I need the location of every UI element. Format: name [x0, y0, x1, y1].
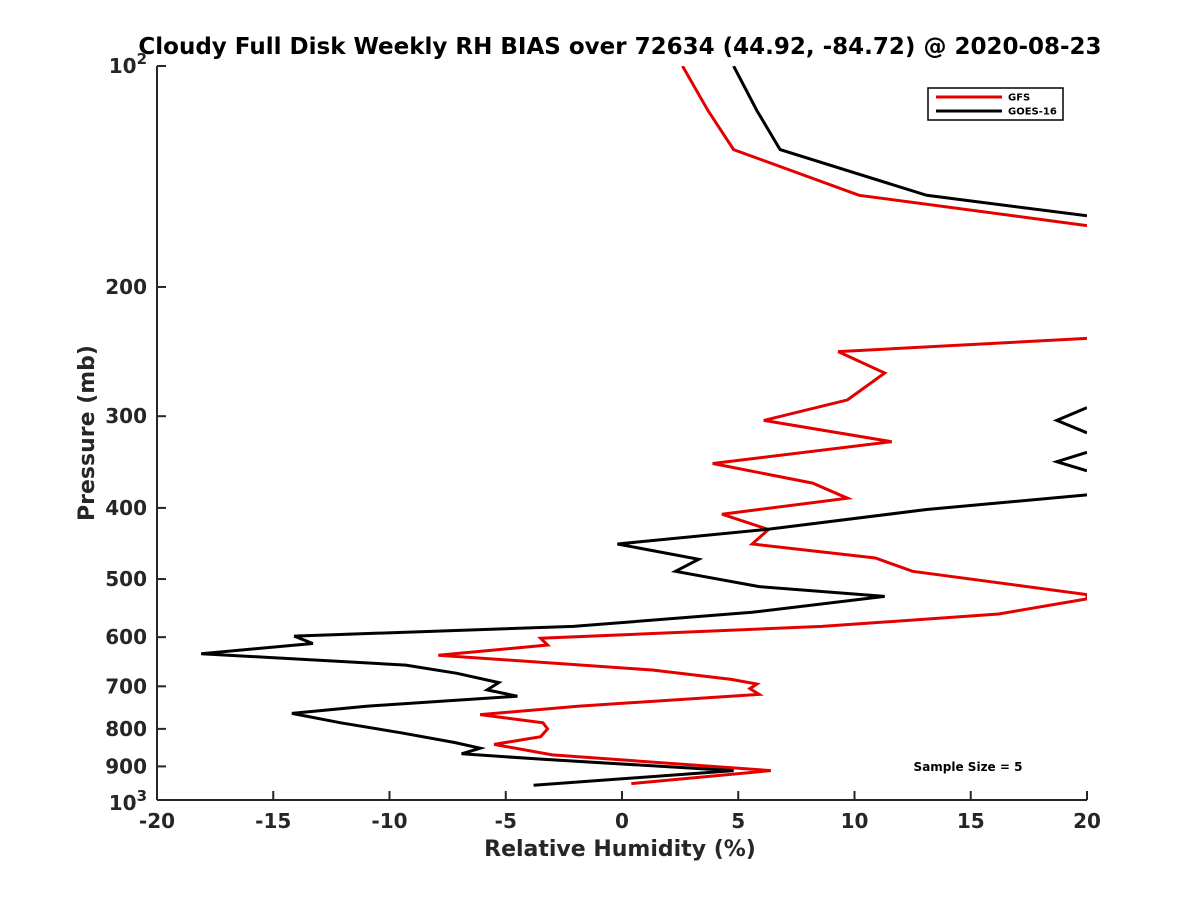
x-tick-label: -10 — [371, 809, 407, 833]
series-line-gfs-segment-1 — [681, 66, 1087, 228]
x-tick-label: -15 — [255, 809, 291, 833]
series-line-goes-16-segment-2 — [1052, 406, 1087, 435]
series-line-goes-16-segment-1 — [732, 66, 1087, 218]
x-tick-label: 5 — [731, 809, 745, 833]
y-tick-label: 700 — [105, 674, 147, 698]
x-tick-label: 15 — [957, 809, 985, 833]
y-tick-label: 600 — [105, 625, 147, 649]
y-tick-label: 900 — [105, 754, 147, 778]
tick-labels: -20 -15 -10 -5 0 5 10 15 20 102 200 300 400 500 600 700… — [105, 50, 1101, 833]
x-tick-label: -20 — [139, 809, 175, 833]
x-tick-label: 0 — [615, 809, 629, 833]
axes — [156, 65, 1088, 801]
series-layer — [201, 66, 1087, 787]
y-tick-label: 103 — [109, 787, 147, 815]
series-line-goes-16-segment-3 — [1051, 450, 1087, 473]
y-tick-label: 300 — [105, 404, 147, 428]
x-tick-label: 20 — [1073, 809, 1101, 833]
chart-title: Cloudy Full Disk Weekly RH BIAS over 726… — [138, 34, 1101, 60]
sample-size-annotation: Sample Size = 5 — [914, 760, 1023, 774]
legend-label-goes-16: GOES-16 — [1008, 107, 1057, 118]
series-line-gfs-segment-2 — [438, 336, 1087, 786]
x-axis-label: Relative Humidity (%) — [484, 837, 756, 862]
legend-box — [927, 87, 1064, 121]
x-tick-label: 10 — [841, 809, 869, 833]
y-tick-label: 200 — [105, 275, 147, 299]
legend-label-gfs: GFS — [1008, 93, 1030, 104]
y-tick-label: 500 — [105, 567, 147, 591]
legend: GFS GOES-16 — [927, 87, 1064, 121]
x-tick-label: -5 — [495, 809, 517, 833]
series-line-goes-16-segment-4 — [201, 493, 1087, 787]
y-tick-label: 102 — [109, 50, 147, 78]
y-tick-label: 800 — [105, 717, 147, 741]
y-tick-label: 400 — [105, 496, 147, 520]
y-axis-label: Pressure (mb) — [75, 345, 100, 521]
